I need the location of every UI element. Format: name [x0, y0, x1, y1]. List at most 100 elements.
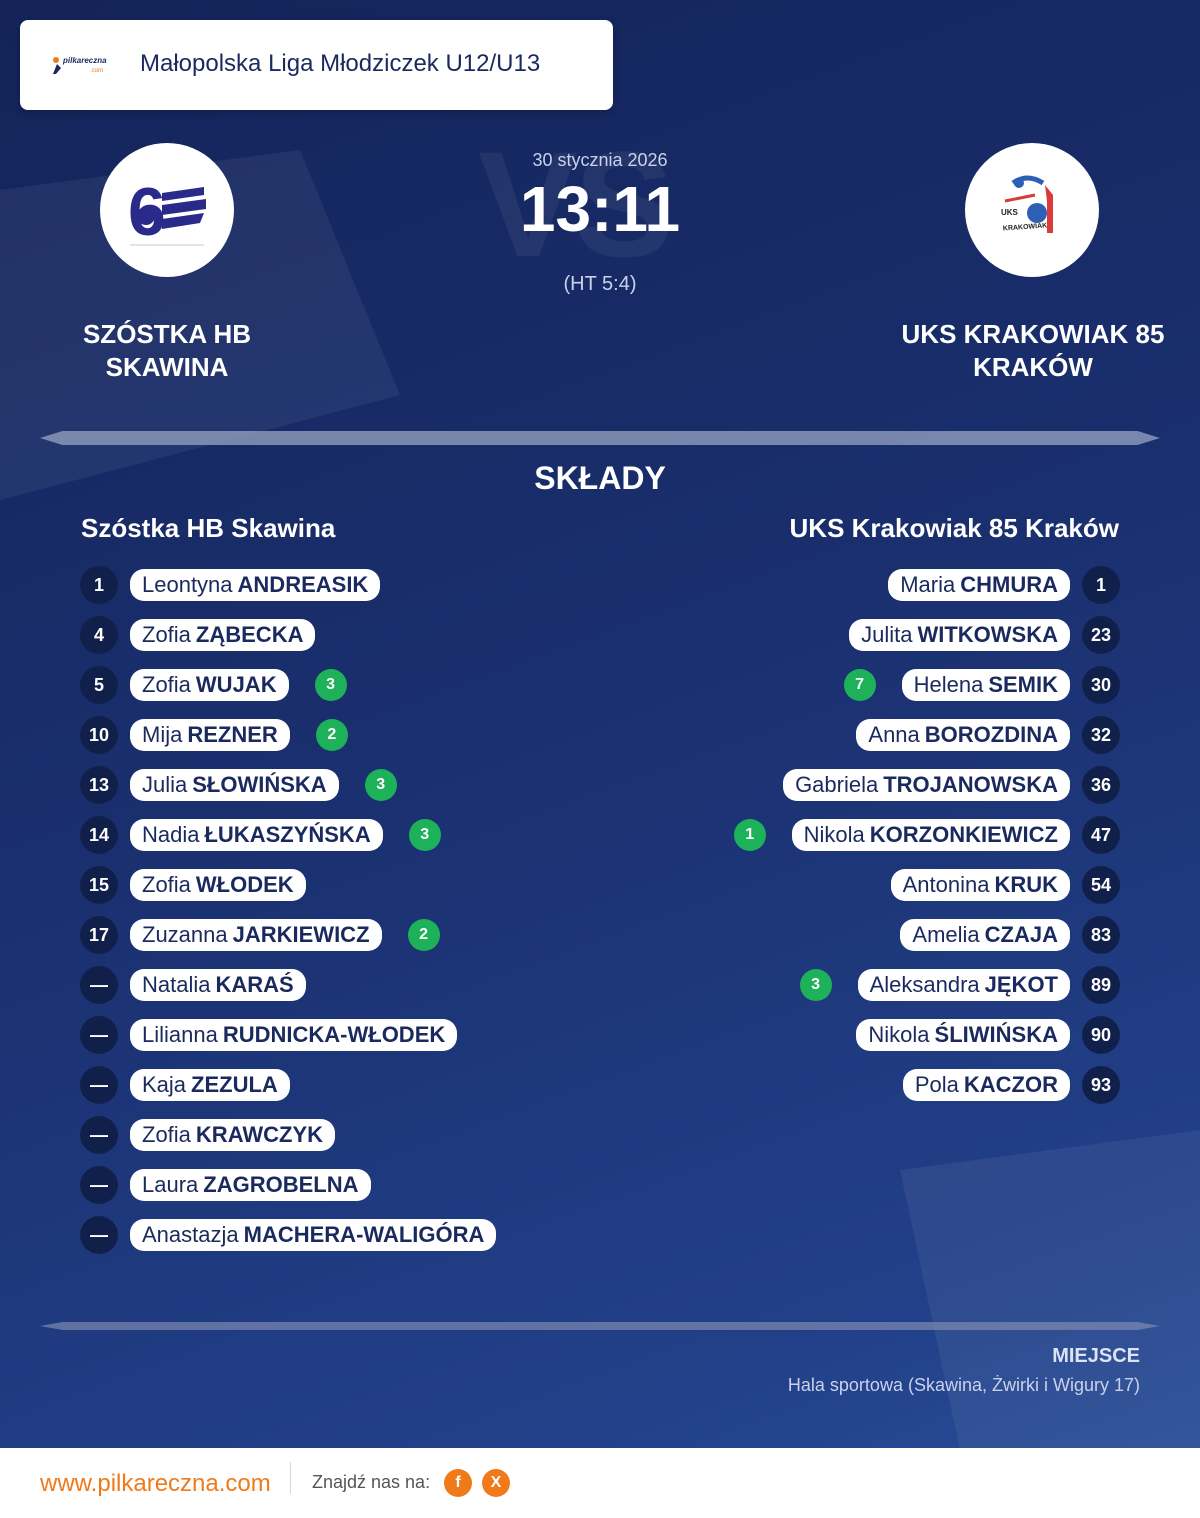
- player-first-name: Kaja: [142, 1072, 187, 1097]
- player-number-badge: 93: [1082, 1066, 1120, 1104]
- player-number-badge: 30: [1082, 666, 1120, 704]
- away-player-row: Gabriela TROJANOWSKA 36: [734, 760, 1120, 810]
- player-first-name: Anastazja: [142, 1222, 239, 1247]
- home-team-name: SZÓSTKA HB SKAWINA: [17, 318, 317, 384]
- away-team-name-line1: UKS KRAKOWIAK 85: [901, 319, 1165, 349]
- player-number-badge: 54: [1082, 866, 1120, 904]
- svg-text:KRAKOWIAK: KRAKOWIAK: [1003, 222, 1048, 232]
- player-number-badge: 36: [1082, 766, 1120, 804]
- player-last-name: BOROZDINA: [924, 722, 1058, 747]
- halftime-score: (HT 5:4): [563, 273, 637, 295]
- player-name-pill: Zofia WUJAK: [130, 669, 289, 701]
- player-goals-badge: 7: [843, 669, 876, 701]
- player-first-name: Gabriela: [795, 772, 879, 797]
- player-name-pill: Zofia WŁODEK: [130, 869, 306, 901]
- player-first-name: Laura: [142, 1172, 199, 1197]
- player-number-badge: 83: [1082, 916, 1120, 954]
- player-last-name: JĘKOT: [984, 972, 1058, 997]
- home-player-row: 17 Zuzanna JARKIEWICZ 2: [80, 910, 496, 960]
- player-first-name: Leontyna: [142, 572, 233, 597]
- home-roster-title: Szóstka HB Skawina: [81, 513, 336, 543]
- player-last-name: ZĄBECKA: [195, 622, 304, 647]
- away-player-row: Nikola ŚLIWIŃSKA 90: [734, 1010, 1120, 1060]
- player-last-name: CZAJA: [984, 922, 1058, 947]
- venue-divider: [40, 1322, 1160, 1330]
- player-first-name: Julita: [861, 622, 913, 647]
- away-player-row: Maria CHMURA 1: [734, 560, 1120, 610]
- home-player-row: 14 Nadia ŁUKASZYŃSKA 3: [80, 810, 496, 860]
- player-number-badge: 23: [1082, 616, 1120, 654]
- player-name-pill: Gabriela TROJANOWSKA: [783, 769, 1070, 801]
- home-player-row: — Laura ZAGROBELNA: [80, 1160, 496, 1210]
- home-player-row: 5 Zofia WUJAK 3: [80, 660, 496, 710]
- home-player-row: 15 Zofia WŁODEK: [80, 860, 496, 910]
- vs-watermark: VS: [478, 120, 674, 288]
- player-goals-badge: 3: [364, 769, 397, 801]
- player-number-badge: —: [80, 1066, 118, 1104]
- player-first-name: Zofia: [142, 622, 191, 647]
- player-last-name: SEMIK: [988, 672, 1058, 697]
- player-name-pill: Zuzanna JARKIEWICZ: [130, 919, 382, 951]
- player-number-badge: 89: [1082, 966, 1120, 1004]
- player-name-pill: Kaja ZEZULA: [130, 1069, 290, 1101]
- player-last-name: WUJAK: [195, 672, 277, 697]
- player-last-name: ZAGROBELNA: [203, 1172, 359, 1197]
- player-first-name: Lilianna: [142, 1022, 218, 1047]
- venue-label: MIEJSCE: [1052, 1345, 1140, 1367]
- x-icon[interactable]: X: [482, 1469, 510, 1497]
- league-header: pilkareczna .com Małopolska Liga Młodzic…: [20, 20, 613, 110]
- home-player-row: 10 Mija REZNER 2: [80, 710, 496, 760]
- player-last-name: CHMURA: [960, 572, 1058, 597]
- player-first-name: Mija: [142, 722, 183, 747]
- player-last-name: ANDREASIK: [237, 572, 369, 597]
- away-roster: Maria CHMURA 1 Julita WITKOWSKA 23 7 Helena SEMI…: [733, 560, 1120, 1110]
- player-name-pill: Leontyna ANDREASIK: [130, 569, 381, 601]
- player-last-name: SŁOWIŃSKA: [192, 772, 327, 797]
- footer-separator: [290, 1462, 291, 1494]
- player-first-name: Pola: [914, 1072, 959, 1097]
- player-first-name: Aleksandra: [869, 972, 980, 997]
- home-team-name-line2: SKAWINA: [105, 352, 229, 382]
- home-player-row: — Natalia KARAŚ: [80, 960, 496, 1010]
- player-first-name: Nadia: [142, 822, 200, 847]
- player-name-pill: Anna BOROZDINA: [856, 719, 1070, 751]
- player-name-pill: Lilianna RUDNICKA-WŁODEK: [130, 1019, 458, 1051]
- player-last-name: WITKOWSKA: [917, 622, 1058, 647]
- player-first-name: Nikola: [803, 822, 865, 847]
- player-name-pill: Natalia KARAŚ: [130, 969, 306, 1001]
- player-first-name: Antonina: [902, 872, 990, 897]
- player-last-name: ZEZULA: [191, 1072, 278, 1097]
- player-number-badge: 32: [1082, 716, 1120, 754]
- player-number-badge: 14: [80, 816, 118, 854]
- player-last-name: KACZOR: [963, 1072, 1058, 1097]
- player-number-badge: 13: [80, 766, 118, 804]
- home-player-row: — Anastazja MACHERA-WALIGÓRA: [80, 1210, 497, 1260]
- player-number-badge: 17: [80, 916, 118, 954]
- away-player-row: 7 Helena SEMIK 30: [734, 660, 1120, 710]
- home-player-row: 13 Julia SŁOWIŃSKA 3: [80, 760, 496, 810]
- player-last-name: KRAWCZYK: [195, 1122, 324, 1147]
- player-last-name: TROJANOWSKA: [883, 772, 1058, 797]
- player-last-name: JARKIEWICZ: [232, 922, 370, 947]
- home-crest-icon: 6: [128, 174, 206, 250]
- home-team-name-line1: SZÓSTKA HB: [82, 319, 252, 349]
- away-player-row: Julita WITKOWSKA 23: [734, 610, 1120, 660]
- match-date: 30 stycznia 2026: [532, 150, 668, 170]
- lineups-title: SKŁADY: [534, 460, 666, 496]
- player-name-pill: Pola KACZOR: [902, 1069, 1070, 1101]
- player-first-name: Natalia: [142, 972, 211, 997]
- league-title: Małopolska Liga Młodziczek U12/U13: [140, 50, 541, 77]
- pilkareczna-logo-icon: pilkareczna .com: [53, 56, 107, 74]
- player-goals-badge: 2: [315, 719, 348, 751]
- player-first-name: Zofia: [142, 672, 191, 697]
- home-player-row: — Lilianna RUDNICKA-WŁODEK: [80, 1010, 496, 1060]
- site-link[interactable]: www.pilkareczna.com: [40, 1470, 271, 1497]
- player-first-name: Zofia: [142, 1122, 191, 1147]
- player-name-pill: Mija REZNER: [130, 719, 290, 751]
- player-last-name: WŁODEK: [195, 872, 294, 897]
- player-number-badge: 15: [80, 866, 118, 904]
- player-goals-badge: 3: [314, 669, 347, 701]
- player-last-name: KORZONKIEWICZ: [869, 822, 1058, 847]
- away-team-name-line2: KRAKÓW: [973, 352, 1093, 382]
- facebook-icon[interactable]: f: [444, 1469, 472, 1497]
